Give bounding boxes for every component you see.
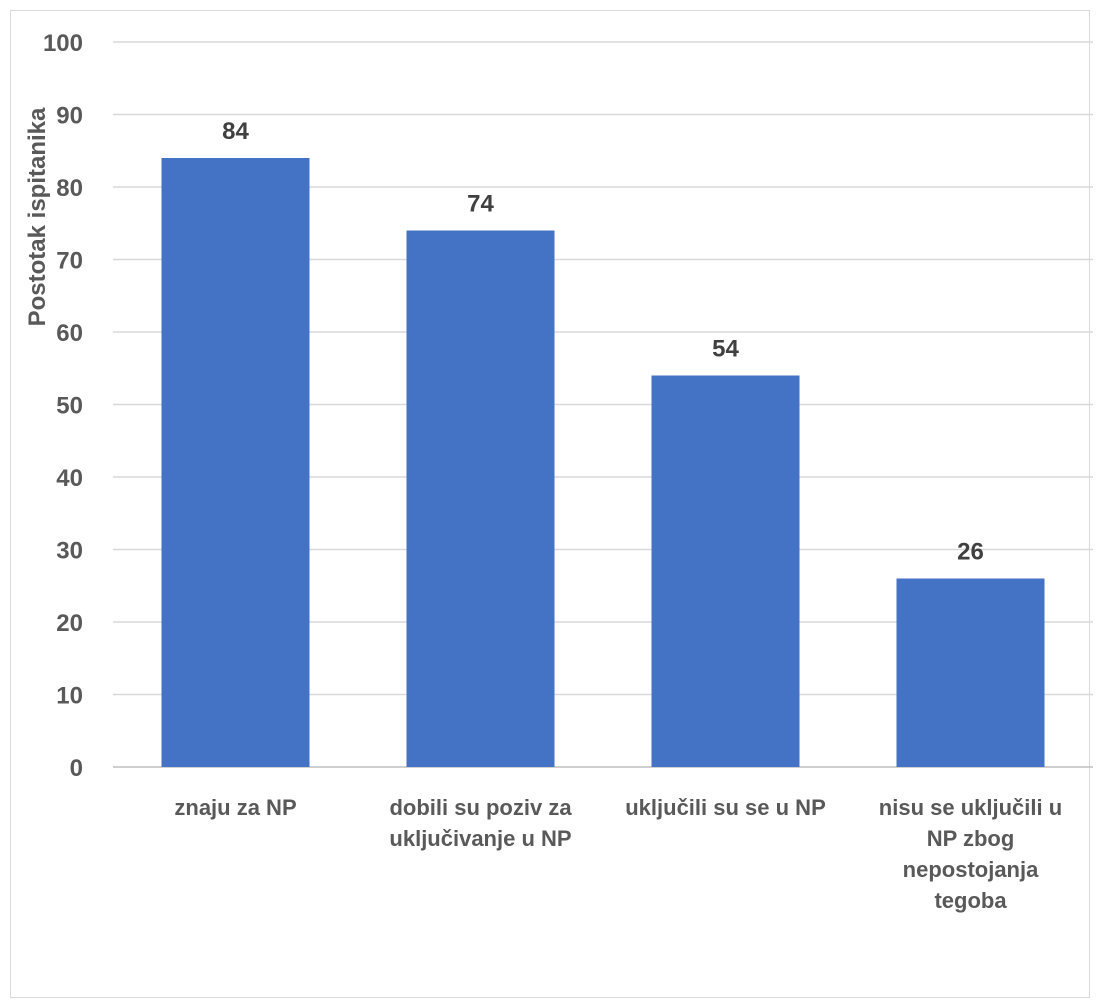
- bar: [406, 230, 555, 767]
- y-tick-label: 40: [56, 465, 83, 492]
- y-tick-label: 90: [56, 103, 83, 130]
- data-label: 26: [957, 539, 984, 566]
- bars: [161, 158, 1045, 767]
- category-label: dobili su poziv za uključivanje u NP: [389, 795, 572, 851]
- x-axis-categories: znaju za NP dobili su poziv za uključivanj…: [174, 795, 1062, 913]
- y-tick-label: 50: [56, 393, 83, 420]
- y-tick-label: 80: [56, 175, 83, 202]
- category-label-line: nepostojanja: [903, 857, 1039, 882]
- bar: [161, 158, 310, 767]
- data-labels: 84 74 54 26: [222, 118, 984, 566]
- y-tick-label: 70: [56, 248, 83, 275]
- category-label-line: uključivanje u NP: [389, 826, 571, 851]
- data-label: 54: [712, 336, 739, 363]
- category-label-line: tegoba: [934, 888, 1007, 913]
- y-tick-label: 10: [56, 683, 83, 710]
- y-axis-ticks: 0 10 20 30 40 50 60 70 80 90 100: [43, 30, 83, 782]
- data-label: 84: [222, 118, 249, 145]
- y-tick-label: 20: [56, 610, 83, 637]
- y-tick-label: 100: [43, 30, 83, 57]
- bar: [651, 375, 800, 767]
- category-label-line: znaju za NP: [174, 795, 296, 820]
- category-label-line: nisu se uključili u: [879, 795, 1062, 820]
- category-label-line: uključili su se u NP: [625, 795, 826, 820]
- category-label-line: dobili su poziv za: [389, 795, 572, 820]
- y-tick-label: 0: [70, 755, 83, 782]
- y-tick-label: 60: [56, 320, 83, 347]
- category-label: nisu se uključili u NP zbog nepostojanja te…: [879, 795, 1062, 913]
- bar: [896, 578, 1045, 767]
- category-label: uključili su se u NP: [625, 795, 826, 820]
- y-tick-label: 30: [56, 538, 83, 565]
- category-label: znaju za NP: [174, 795, 296, 820]
- y-axis-label: Postotak ispitanika: [24, 107, 51, 326]
- category-label-line: NP zbog: [927, 826, 1015, 851]
- data-label: 74: [467, 191, 494, 218]
